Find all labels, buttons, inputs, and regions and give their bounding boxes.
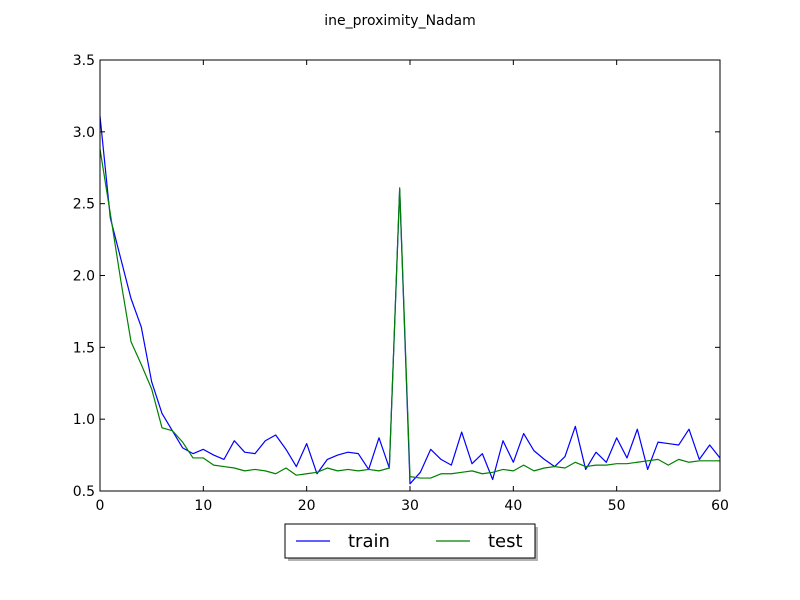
y-tick-label: 3.0 bbox=[73, 125, 95, 141]
y-tick-label: 1.5 bbox=[73, 340, 95, 356]
y-tick-label: 2.0 bbox=[73, 269, 95, 285]
x-tick-label: 0 bbox=[96, 498, 105, 514]
y-tick-label: 0.5 bbox=[73, 484, 95, 500]
legend-label-test: test bbox=[488, 531, 523, 552]
x-tick-label: 60 bbox=[711, 498, 729, 514]
x-tick-label: 50 bbox=[608, 498, 626, 514]
x-tick-label: 30 bbox=[401, 498, 419, 514]
y-tick-label: 2.5 bbox=[73, 197, 95, 213]
series-line-train bbox=[99, 115, 721, 485]
x-tick-label: 40 bbox=[504, 498, 522, 514]
y-tick-label: 3.5 bbox=[73, 53, 95, 69]
chart-title: ine_proximity_Nadam bbox=[324, 13, 475, 29]
x-tick-label: 20 bbox=[298, 498, 316, 514]
y-tick-label: 1.0 bbox=[73, 412, 95, 428]
series-line-test bbox=[99, 148, 720, 479]
x-tick-label: 10 bbox=[194, 498, 212, 514]
legend-label-train: train bbox=[348, 531, 390, 552]
plot-area: 0 10 20 30 40 50 60 0.5 1.0 1.5 2.0 2.5 3.0 3.5 bbox=[73, 53, 729, 514]
legend: train test bbox=[284, 523, 538, 561]
